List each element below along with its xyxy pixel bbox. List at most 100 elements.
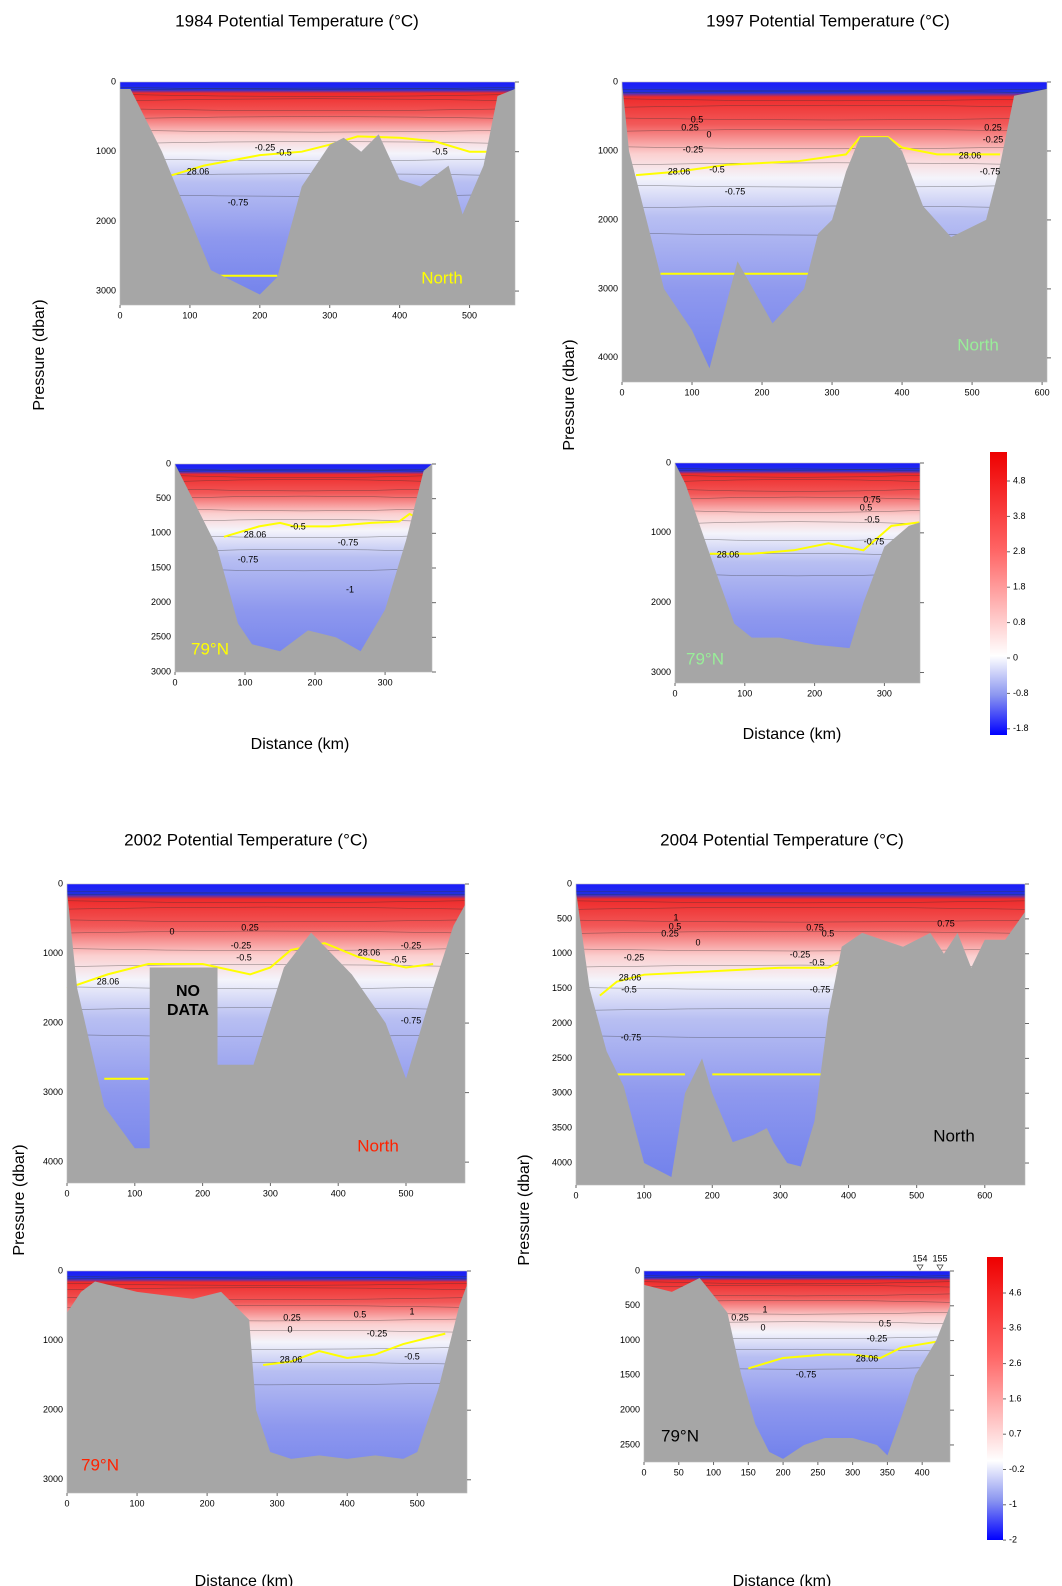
isotherm	[66, 948, 466, 951]
y-tick-label: 3000	[43, 1474, 63, 1484]
section	[66, 883, 466, 1184]
isotherm	[174, 469, 433, 472]
contour-label: -0.5	[621, 984, 637, 994]
x-tick-label: 100	[238, 677, 253, 687]
panel-title: 1997 Potential Temperature (°C)	[706, 11, 950, 30]
y-tick-label: 3000	[151, 666, 171, 676]
isotherm	[66, 900, 466, 903]
contour-label: -1	[346, 584, 354, 594]
contour-label: -0.25	[231, 940, 252, 950]
isotherm	[119, 98, 516, 101]
colorbar-tick-label: -0.2	[1009, 1464, 1025, 1474]
isotherm	[674, 496, 921, 500]
colorbar-tick-label: 0.8	[1013, 617, 1026, 627]
panel-title: 1984 Potential Temperature (°C)	[175, 11, 419, 30]
y-axis-label: Pressure (dbar)	[11, 1144, 28, 1255]
isotherm	[621, 117, 1048, 121]
x-tick-label: 300	[263, 1188, 278, 1198]
x-tick-label: 400	[340, 1498, 355, 1508]
section	[643, 1270, 951, 1463]
colorbar	[987, 1257, 1003, 1540]
x-tick-label: 0	[619, 387, 624, 397]
x-axis-label: Distance (km)	[743, 726, 842, 743]
contour-label: 0.5	[822, 928, 835, 938]
plot-frame	[643, 1270, 951, 1463]
contour-label: 0.25	[283, 1312, 301, 1322]
y-tick-label: 1000	[552, 948, 572, 958]
isotherm	[674, 510, 921, 513]
isotherm	[174, 488, 433, 492]
isotherm	[621, 88, 1048, 92]
x-tick-label: 0	[573, 1190, 578, 1200]
colorbar	[990, 452, 1007, 735]
colorbar-tick-label: 3.8	[1013, 511, 1026, 521]
colorbar-tick-label: 0.7	[1009, 1429, 1022, 1439]
isotherm	[621, 162, 1048, 166]
isotherm	[66, 890, 466, 894]
plot-frame	[575, 883, 1026, 1186]
contour-label: 1	[762, 1304, 767, 1314]
isotherm	[643, 1281, 951, 1284]
y-tick-label: 3000	[552, 1088, 572, 1098]
section-label: North	[933, 1126, 975, 1145]
section-label: 79°N	[191, 639, 229, 658]
contour-label: 1	[673, 912, 678, 922]
y-tick-label: 2000	[43, 1017, 63, 1027]
contour-label: 28.06	[97, 976, 120, 986]
contour-label: -0.25	[983, 134, 1004, 144]
station-label: 155	[932, 1253, 947, 1263]
contour-label: 28.06	[358, 947, 381, 957]
x-tick-label: 200	[195, 1188, 210, 1198]
y-tick-label: 3000	[598, 283, 618, 293]
x-tick-label: 100	[130, 1498, 145, 1508]
contour-label: 0	[706, 129, 711, 139]
isotherm	[119, 129, 516, 133]
section-label: North	[357, 1136, 399, 1155]
isotherm	[621, 104, 1048, 108]
isotherm	[119, 116, 516, 119]
y-tick-label: 0	[58, 878, 63, 888]
x-tick-label: 200	[776, 1467, 791, 1477]
y-tick-label: 1000	[43, 948, 63, 958]
contour-label: -0.5	[709, 164, 725, 174]
bathymetry	[67, 884, 465, 1183]
contour-label: -0.25	[683, 144, 704, 154]
y-tick-label: 0	[635, 1265, 640, 1275]
isotherm	[621, 98, 1048, 102]
x-tick-label: 100	[182, 310, 197, 320]
isopycnal	[709, 521, 920, 555]
isotherm	[621, 184, 1048, 188]
section	[174, 463, 433, 673]
contour-label: 28.06	[280, 1354, 303, 1364]
bathymetry	[175, 464, 432, 672]
isotherm	[621, 128, 1048, 132]
contour-label: 0.5	[669, 921, 682, 931]
isotherm	[174, 508, 433, 512]
isotherm	[621, 146, 1048, 150]
x-tick-label: 400	[915, 1467, 930, 1477]
x-tick-label: 600	[1035, 387, 1050, 397]
y-tick-label: 500	[557, 913, 572, 923]
y-tick-label: 4000	[598, 352, 618, 362]
colorbar-tick-label: -1.8	[1013, 723, 1029, 733]
panel-title: 2002 Potential Temperature (°C)	[124, 830, 368, 849]
y-tick-label: 1000	[651, 527, 671, 537]
x-tick-label: 100	[737, 688, 752, 698]
contour-label: 0.25	[984, 122, 1002, 132]
isotherm	[575, 900, 1026, 904]
contour-label: 0	[169, 926, 174, 936]
isotherm	[674, 521, 921, 524]
contour-label: -0.75	[796, 1369, 817, 1379]
x-tick-label: 350	[880, 1467, 895, 1477]
contour-label: 0	[695, 937, 700, 947]
x-tick-label: 400	[841, 1190, 856, 1200]
contour-label: 0.5	[879, 1318, 892, 1328]
isopycnal	[748, 1339, 944, 1370]
section-label: North	[957, 335, 999, 354]
contour-label: 0.75	[863, 494, 881, 504]
contour-label: 0.5	[691, 114, 704, 124]
y-tick-label: 4000	[43, 1157, 63, 1167]
isotherm	[174, 475, 433, 478]
section-label: 79°N	[661, 1426, 699, 1445]
